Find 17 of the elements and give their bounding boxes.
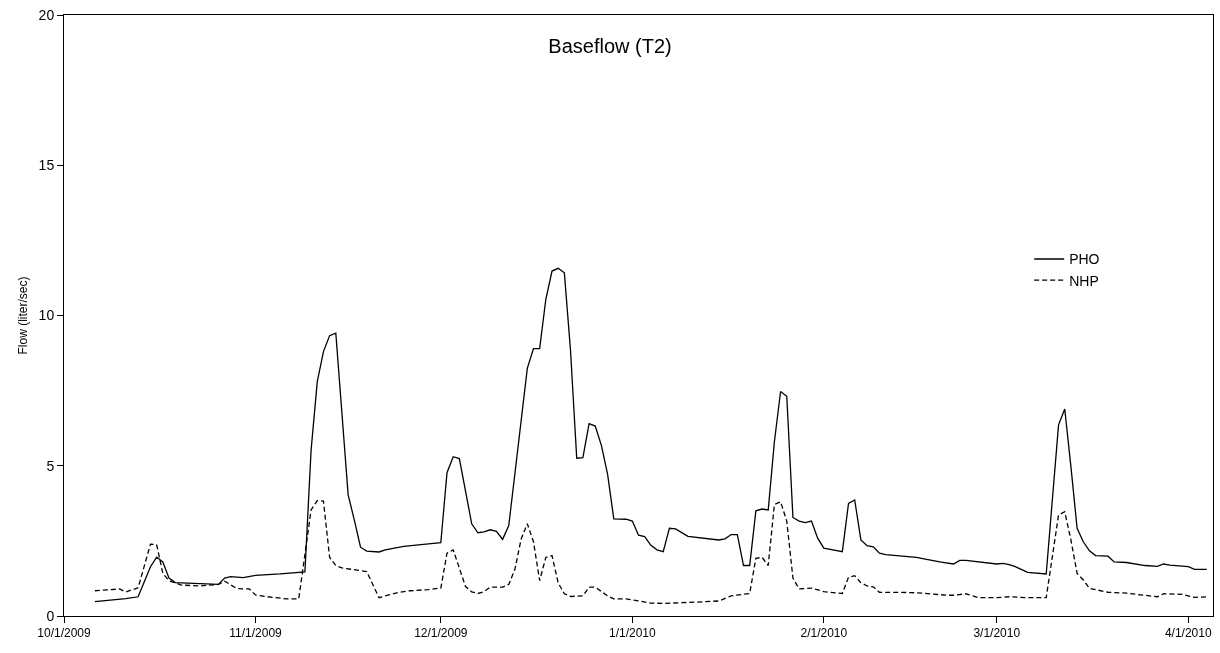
x-tick-label: 10/1/2009 [37,626,92,641]
y-tick-label: 20 [38,6,55,23]
x-tick-label: 3/1/2010 [973,626,1021,641]
text: Baseflow (T2) [548,34,672,57]
y-tick-label: 10 [38,307,55,324]
legend-label: PHO [1069,251,1100,268]
y-axis-title: Flow (liter/sec) [15,276,30,355]
x-tick-label: 2/1/2010 [800,626,848,641]
x-tick-label: 12/1/2009 [414,626,468,641]
x-tick-label: 11/1/2009 [229,626,283,641]
y-tick-label: 15 [38,157,55,174]
line-series [94,267,1208,603]
x-tick-label: 1/1/2010 [608,626,656,641]
x-tick-label: 4/1/2010 [1164,626,1212,641]
y-tick-label: 0 [46,607,55,624]
y-tick-label: 5 [46,457,55,474]
legend-label: NHP [1069,272,1099,289]
